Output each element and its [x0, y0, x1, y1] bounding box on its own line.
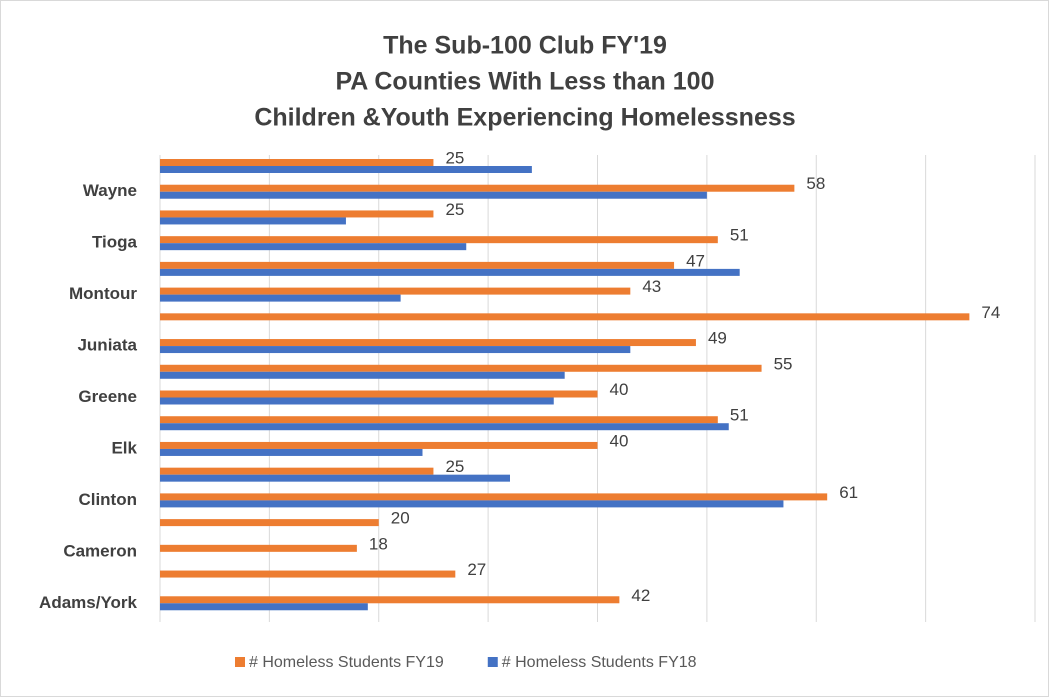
data-label: 40 — [610, 431, 629, 450]
chart-title: Children &Youth Experiencing Homelessnes… — [254, 104, 795, 132]
bar — [160, 236, 718, 244]
data-label: 55 — [774, 354, 793, 373]
chart-title: PA Counties With Less than 100 — [335, 68, 714, 96]
data-label: 49 — [708, 329, 727, 348]
bar — [160, 184, 795, 192]
data-label: 18 — [369, 534, 388, 553]
y-tick-label: Wayne — [83, 181, 137, 200]
data-label: 25 — [445, 200, 464, 219]
data-label: 58 — [806, 174, 825, 193]
bar — [160, 217, 346, 225]
bar — [160, 467, 434, 475]
bar — [160, 500, 784, 508]
data-label: 40 — [610, 380, 629, 399]
bar — [160, 166, 532, 173]
bar — [160, 441, 598, 449]
bar — [160, 261, 675, 269]
bar — [160, 287, 631, 295]
data-label: 25 — [445, 148, 464, 167]
bar — [160, 603, 368, 611]
bar — [160, 313, 970, 321]
bar — [160, 416, 718, 424]
y-tick-label: Elk — [111, 438, 137, 457]
bar — [160, 519, 379, 527]
y-tick-label: Tioga — [92, 233, 138, 252]
bar — [160, 474, 510, 482]
data-label: 47 — [686, 251, 705, 270]
bar — [160, 243, 467, 251]
legend-swatch — [235, 657, 245, 667]
bar — [160, 159, 434, 166]
data-label: 25 — [445, 457, 464, 476]
data-label: 74 — [981, 303, 1000, 322]
bar — [160, 493, 828, 501]
bar — [160, 364, 762, 372]
chart-title: The Sub-100 Club FY'19 — [383, 32, 667, 60]
bar — [160, 423, 729, 431]
y-tick-label: Adams/York — [39, 593, 137, 612]
bar — [160, 346, 631, 354]
bar — [160, 268, 740, 276]
y-tick-label: Greene — [78, 387, 137, 406]
bar — [160, 397, 554, 405]
legend-swatch — [487, 657, 498, 667]
bar — [160, 191, 707, 199]
data-label: 42 — [631, 586, 650, 605]
bar — [160, 371, 565, 379]
bar — [160, 596, 620, 604]
bar — [160, 339, 696, 347]
bar — [160, 294, 401, 302]
data-label: 20 — [391, 509, 410, 528]
y-tick-label: Montour — [69, 284, 137, 303]
bar — [160, 448, 423, 456]
legend-label: # Homeless Students FY18 — [502, 654, 697, 671]
y-tick-label: Juniata — [77, 336, 137, 355]
bar — [160, 390, 598, 398]
y-tick-label: Cameron — [63, 541, 137, 560]
bar — [160, 210, 434, 218]
data-label: 43 — [642, 277, 661, 296]
bar — [160, 544, 357, 552]
y-tick-label: Clinton — [78, 490, 137, 509]
data-label: 61 — [839, 483, 858, 502]
data-label: 51 — [730, 226, 749, 245]
data-label: 51 — [730, 406, 749, 425]
bar — [160, 570, 456, 578]
legend-label: # Homeless Students FY19 — [249, 654, 444, 671]
data-label: 27 — [467, 560, 486, 579]
